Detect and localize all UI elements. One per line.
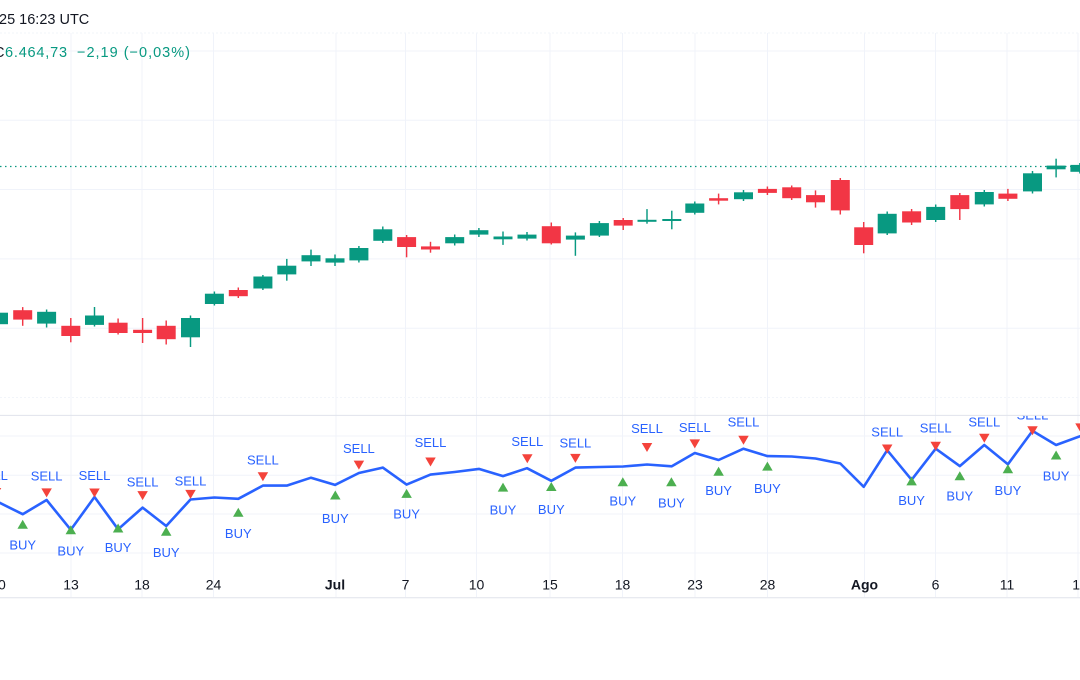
svg-text:BUY: BUY — [946, 488, 973, 503]
svg-text:SELL: SELL — [79, 468, 111, 483]
svg-text:BUY: BUY — [754, 481, 781, 496]
svg-text:BUY: BUY — [105, 540, 132, 555]
svg-text:25 16:23 UTC: 25 16:23 UTC — [0, 12, 89, 28]
svg-text:BUY: BUY — [658, 496, 685, 511]
svg-text:BUY: BUY — [153, 545, 180, 560]
svg-text:18: 18 — [615, 577, 631, 593]
svg-text:SELL: SELL — [175, 473, 207, 488]
svg-text:BUY: BUY — [538, 502, 565, 517]
svg-text:BUY: BUY — [609, 494, 636, 509]
svg-text:SELL: SELL — [343, 441, 375, 456]
svg-text:BUY: BUY — [225, 526, 252, 541]
svg-text:23: 23 — [687, 577, 703, 593]
svg-text:10: 10 — [469, 577, 485, 593]
svg-text:15: 15 — [542, 577, 558, 593]
svg-text:SELL: SELL — [920, 421, 952, 436]
svg-text:BUY: BUY — [490, 502, 517, 517]
svg-text:18: 18 — [1072, 577, 1080, 593]
svg-text:SELL: SELL — [31, 469, 63, 484]
svg-text:7: 7 — [402, 577, 410, 593]
svg-text:24: 24 — [206, 577, 222, 593]
svg-text:11: 11 — [1000, 577, 1015, 593]
svg-text:BUY: BUY — [995, 483, 1022, 498]
svg-text:SELL: SELL — [247, 452, 279, 467]
svg-text:SELL: SELL — [728, 414, 760, 429]
svg-text:SELL: SELL — [0, 468, 8, 483]
svg-text:BUY: BUY — [9, 537, 36, 552]
svg-text:13: 13 — [63, 577, 79, 593]
svg-text:18: 18 — [134, 577, 150, 593]
svg-text:30: 30 — [0, 577, 6, 593]
svg-text:SELL: SELL — [511, 434, 543, 449]
svg-text:SELL: SELL — [415, 435, 447, 450]
svg-text:SELL: SELL — [871, 424, 903, 439]
svg-text:SELL: SELL — [559, 436, 591, 451]
svg-text:SELL: SELL — [679, 420, 711, 435]
svg-text:BUY: BUY — [705, 483, 732, 498]
svg-text:28: 28 — [760, 577, 776, 593]
svg-text:BUY: BUY — [57, 544, 84, 559]
svg-text:SELL: SELL — [1017, 408, 1049, 423]
svg-text:Ago: Ago — [851, 577, 878, 593]
svg-text:BUY: BUY — [1043, 469, 1070, 484]
svg-text:C: C — [0, 45, 4, 61]
svg-text:−2,19 (−0,03%): −2,19 (−0,03%) — [77, 45, 191, 61]
svg-text:6: 6 — [932, 577, 940, 593]
svg-text:Jul: Jul — [325, 577, 345, 593]
svg-text:BUY: BUY — [322, 511, 349, 526]
svg-text:SELL: SELL — [968, 415, 1000, 430]
svg-text:BUY: BUY — [393, 507, 420, 522]
svg-text:BUY: BUY — [898, 493, 925, 508]
svg-text:SELL: SELL — [127, 474, 159, 489]
svg-text:SELL: SELL — [631, 421, 663, 436]
svg-text:6.464,73: 6.464,73 — [5, 45, 68, 61]
